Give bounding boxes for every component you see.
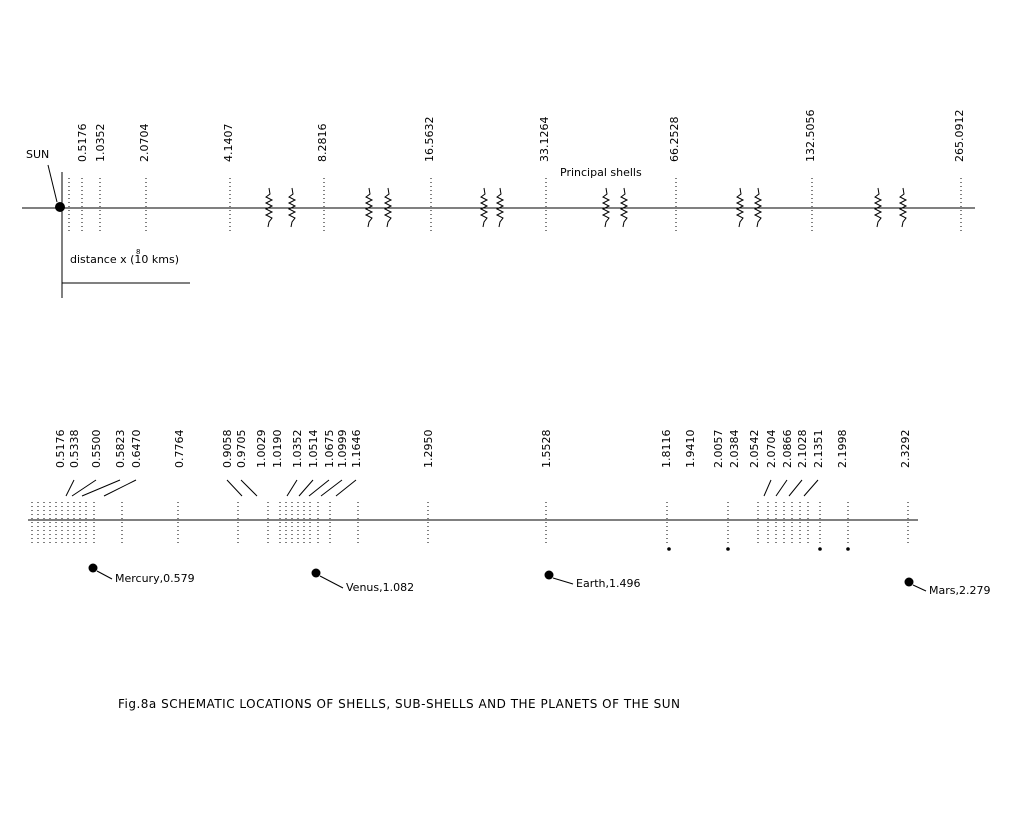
- planet-leader: [552, 577, 574, 585]
- planet-leader: [319, 575, 344, 589]
- subshell-leader: [81, 479, 121, 497]
- subshell-label: 0.5338: [68, 430, 81, 469]
- subshell-label: 0.9058: [221, 430, 234, 469]
- subshell-label: 2.0384: [728, 430, 741, 469]
- axis-break-mark: [619, 187, 629, 228]
- subshell-leader: [240, 479, 258, 497]
- planet-leader: [96, 570, 113, 580]
- axis-break-mark: [735, 187, 745, 228]
- axis-break-mark: [264, 187, 274, 228]
- planet-group: Mercury,0.579 Venus,1.082 Earth,1.496 Mars,…: [88, 563, 990, 597]
- subshell-leader: [320, 479, 343, 497]
- subshell-leader: [775, 479, 788, 497]
- planet-label-earth: Earth,1.496: [576, 577, 641, 590]
- subshell-label: 1.0999: [336, 430, 349, 469]
- axis-break-mark: [287, 187, 297, 228]
- subshell-label: 1.8116: [660, 430, 673, 469]
- axis-break-mark: [364, 187, 374, 228]
- axis-break-mark: [495, 187, 505, 228]
- subshell-label: 2.0542: [748, 430, 761, 469]
- subshell-label: 2.0866: [781, 430, 794, 469]
- subshell-leader: [308, 479, 330, 497]
- principal-shell-label: 132.5056: [804, 110, 817, 163]
- figure-caption: Fig.8a SCHEMATIC LOCATIONS OF SHELLS, SU…: [118, 697, 680, 711]
- axis-break-mark: [753, 187, 763, 228]
- axis-break-group: [264, 187, 908, 228]
- planet-marker-mars: [904, 577, 914, 587]
- axis-break-mark: [873, 187, 883, 228]
- principal-shells-panel: SUN distance x (10 kms) 8 Principal shel…: [22, 110, 975, 298]
- subshell-label: 1.2950: [422, 430, 435, 469]
- subshell-label: 2.0057: [712, 430, 725, 469]
- planet-marker-venus: [311, 568, 321, 578]
- subshell-label: 1.0675: [323, 430, 336, 469]
- subshell-label: 0.6470: [130, 430, 143, 469]
- subshell-leader: [286, 479, 298, 497]
- subshell-group: 0.5176 0.5338 0.5500 0.5823 0.6470 0.7764 0.90…: [31, 430, 912, 551]
- subshell-label: 1.0190: [271, 430, 284, 469]
- subshell-label: 0.9705: [235, 430, 248, 469]
- planet-label-mercury: Mercury,0.579: [115, 572, 195, 585]
- subshell-label: 1.1646: [350, 430, 363, 469]
- principal-shell-label: 1.0352: [94, 124, 107, 163]
- principal-shell-label: 8.2816: [316, 124, 329, 163]
- subshell-label: 2.3292: [899, 430, 912, 469]
- subshell-leader: [763, 479, 772, 497]
- subshell-label: 2.1351: [812, 430, 825, 469]
- principal-shell-group: 0.5176 1.0352 2.0704 4.1407 8.2816 16.5632 33.…: [68, 110, 966, 232]
- subshells-panel: 0.5176 0.5338 0.5500 0.5823 0.6470 0.7764 0.90…: [28, 430, 990, 597]
- principal-shell-label: 66.2528: [668, 117, 681, 163]
- principal-shells-label: Principal shells: [560, 166, 642, 179]
- subshell-label: 1.9410: [684, 430, 697, 469]
- principal-shell-label: 16.5632: [423, 117, 436, 163]
- subshell-leader: [788, 479, 803, 497]
- axis-break-mark: [601, 187, 611, 228]
- planet-label-mars: Mars,2.279: [929, 584, 990, 597]
- shell-marker-dot: [846, 547, 850, 551]
- principal-shell-label: 4.1407: [222, 124, 235, 163]
- principal-shell-label: 2.0704: [138, 124, 151, 163]
- shell-marker-dot: [726, 547, 730, 551]
- subshell-leader: [103, 479, 137, 497]
- subshell-leader: [335, 479, 357, 497]
- subshell-leader: [298, 479, 314, 497]
- axis-break-mark: [383, 187, 393, 228]
- subshell-label: 0.5500: [90, 430, 103, 469]
- shell-marker-dot: [818, 547, 822, 551]
- planet-marker-earth: [544, 570, 554, 580]
- subshell-label: 0.5176: [54, 430, 67, 469]
- principal-shell-label: 33.1264: [538, 117, 551, 163]
- subshell-label: 1.0029: [255, 430, 268, 469]
- subshell-leader: [71, 479, 97, 497]
- planet-leader: [912, 584, 927, 592]
- subshell-leader: [803, 479, 819, 497]
- subshell-label: 2.0704: [765, 430, 778, 469]
- axis-break-mark: [898, 187, 908, 228]
- subshell-label: 2.1028: [796, 430, 809, 469]
- subshell-leader: [226, 479, 243, 497]
- subshell-label: 1.0514: [307, 430, 320, 469]
- sun-label: SUN: [26, 148, 49, 161]
- planet-marker-mercury: [88, 563, 98, 573]
- subshell-label: 0.7764: [173, 430, 186, 469]
- distance-label: distance x (10 kms): [70, 253, 179, 266]
- subshell-label: 1.5528: [540, 430, 553, 469]
- subshell-leader: [65, 479, 75, 497]
- shell-marker-dot: [667, 547, 671, 551]
- axis-break-mark: [479, 187, 489, 228]
- subshell-label: 2.1998: [836, 430, 849, 469]
- subshell-label: 1.0352: [291, 430, 304, 469]
- distance-exponent: 8: [136, 248, 140, 256]
- principal-shell-label: 0.5176: [76, 124, 89, 163]
- sun-marker: [55, 202, 65, 212]
- planet-label-venus: Venus,1.082: [346, 581, 414, 594]
- sun-pointer: [47, 164, 58, 203]
- principal-shell-label: 265.0912: [953, 110, 966, 163]
- subshell-label: 0.5823: [114, 430, 127, 469]
